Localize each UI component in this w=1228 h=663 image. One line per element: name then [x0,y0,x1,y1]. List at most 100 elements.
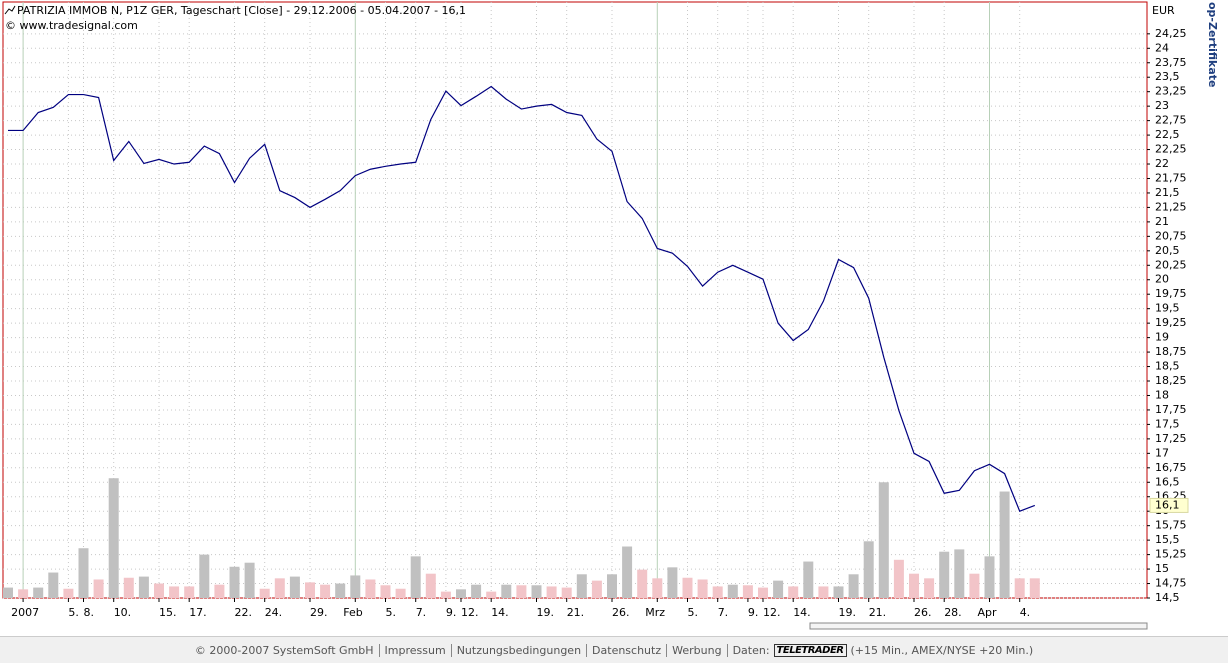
volume-bar [229,566,240,598]
x-tick-label: 26. [914,606,932,619]
volume-bar [380,585,391,598]
x-tick-label: 29. [310,606,328,619]
volume-bar [954,549,965,598]
volume-bar [320,584,331,598]
volume-bar [471,584,482,598]
grid [3,2,1147,599]
volume-bar [878,482,889,598]
volume-bar [742,585,753,598]
y-tick-label: 14,75 [1155,577,1187,590]
x-tick-label: 7. [416,606,427,619]
volume-bar [274,578,285,598]
y-tick-label: 16,75 [1155,461,1187,474]
x-tick-label: 19. [839,606,857,619]
volume-bar [758,587,768,598]
x-tick-label: 9. [446,606,457,619]
price-line [8,85,1036,512]
footer-link[interactable]: Werbung [666,643,722,657]
plot-frame [2,1,1148,599]
footer-link[interactable]: Nutzungsbedingungen [450,643,582,657]
volume-bar [531,585,542,598]
last-value-box [1149,497,1189,513]
footer-link[interactable]: Impressum [378,643,446,657]
y-tick-label: 19 [1155,331,1169,344]
volume-bar [259,588,270,598]
y-tick-label: 22,25 [1155,143,1187,156]
volume-bar [893,559,904,598]
y-tick-label: 18,75 [1155,345,1187,358]
x-tick-label: 12. [763,606,781,619]
volume-bar [697,579,708,598]
volume-bar [3,587,13,598]
data-label: Daten: [726,643,770,657]
chart: PATRIZIA IMMOB N, P1Z GER, Tageschart [C… [2,1,1219,630]
volume-bar [773,580,784,598]
volume-bar [652,578,663,598]
y-tick-label: 17,25 [1155,432,1187,445]
x-tick-label: 17. [189,606,207,619]
volume-bar [788,586,799,598]
volume-bar [969,573,980,598]
volume [3,478,1040,598]
volume-bar [184,586,195,598]
y-tick-label: 24,25 [1155,27,1187,40]
volume-bar [591,580,602,598]
x-tick-label: 21. [869,606,887,619]
y-tick-label: 15 [1155,562,1169,575]
y-tick-label: 21,25 [1155,200,1187,213]
volume-bar [607,574,617,598]
y-tick-label: 15,75 [1155,519,1187,532]
volume-bar [863,541,874,598]
x-tick-label: 5. [688,606,699,619]
y-tick-label: 23 [1155,99,1169,112]
x-tick-label: Mrz [645,606,665,619]
y-tick-label: 22 [1155,157,1169,170]
volume-bar [486,591,497,598]
volume-bar [984,556,995,598]
x-tick-label: 9. [748,606,759,619]
y-tick-label: 21,5 [1155,186,1180,199]
volume-bar [244,562,255,598]
y-tick-label: 20,75 [1155,229,1187,242]
volume-bar [108,478,119,598]
y-tick-label: 22,75 [1155,114,1187,127]
volume-bar [350,575,361,598]
chart-title: PATRIZIA IMMOB N, P1Z GER, Tageschart [C… [17,4,466,17]
volume-bar [63,588,74,598]
volume-bar [501,584,512,598]
volume-bar [365,579,376,598]
y-tick-label: 14,5 [1155,591,1180,604]
volume-bar [154,583,164,598]
volume-bar [440,591,451,598]
volume-bar [425,573,436,598]
y-tick-label: 20,5 [1155,244,1180,257]
volume-bar [305,582,315,598]
x-tick-label: 10. [114,606,132,619]
lines [8,85,1036,512]
x-tick-label: 14. [491,606,509,619]
volume-bar [727,584,738,598]
volume-bar [395,588,406,598]
volume-bar [637,569,648,598]
y-tick-label: 17,5 [1155,417,1180,430]
volume-bar [561,587,572,598]
copyright: © 2000-2007 SystemSoft GmbH [194,643,374,657]
x-tick-label: 26. [612,606,630,619]
y-tick-label: 19,75 [1155,287,1187,300]
unit: EUR [1152,4,1175,17]
x-tick-label: 28. [944,606,962,619]
volume-bar [546,586,557,598]
x-tick-label: 19. [537,606,555,619]
x-tick-label: 2007 [11,606,39,619]
volume-bar [335,583,346,598]
x-tick-label: 21. [567,606,585,619]
chart-icon [4,5,16,15]
volume-bar [289,576,300,598]
y-tick-label: 19,5 [1155,302,1180,315]
volume-bar [516,585,527,598]
y-tick-label: 18,5 [1155,360,1180,373]
footer-link[interactable]: Datenschutz [586,643,662,657]
volume-bar [848,574,859,598]
volume-bar [456,589,466,598]
volume-bar [138,576,149,598]
